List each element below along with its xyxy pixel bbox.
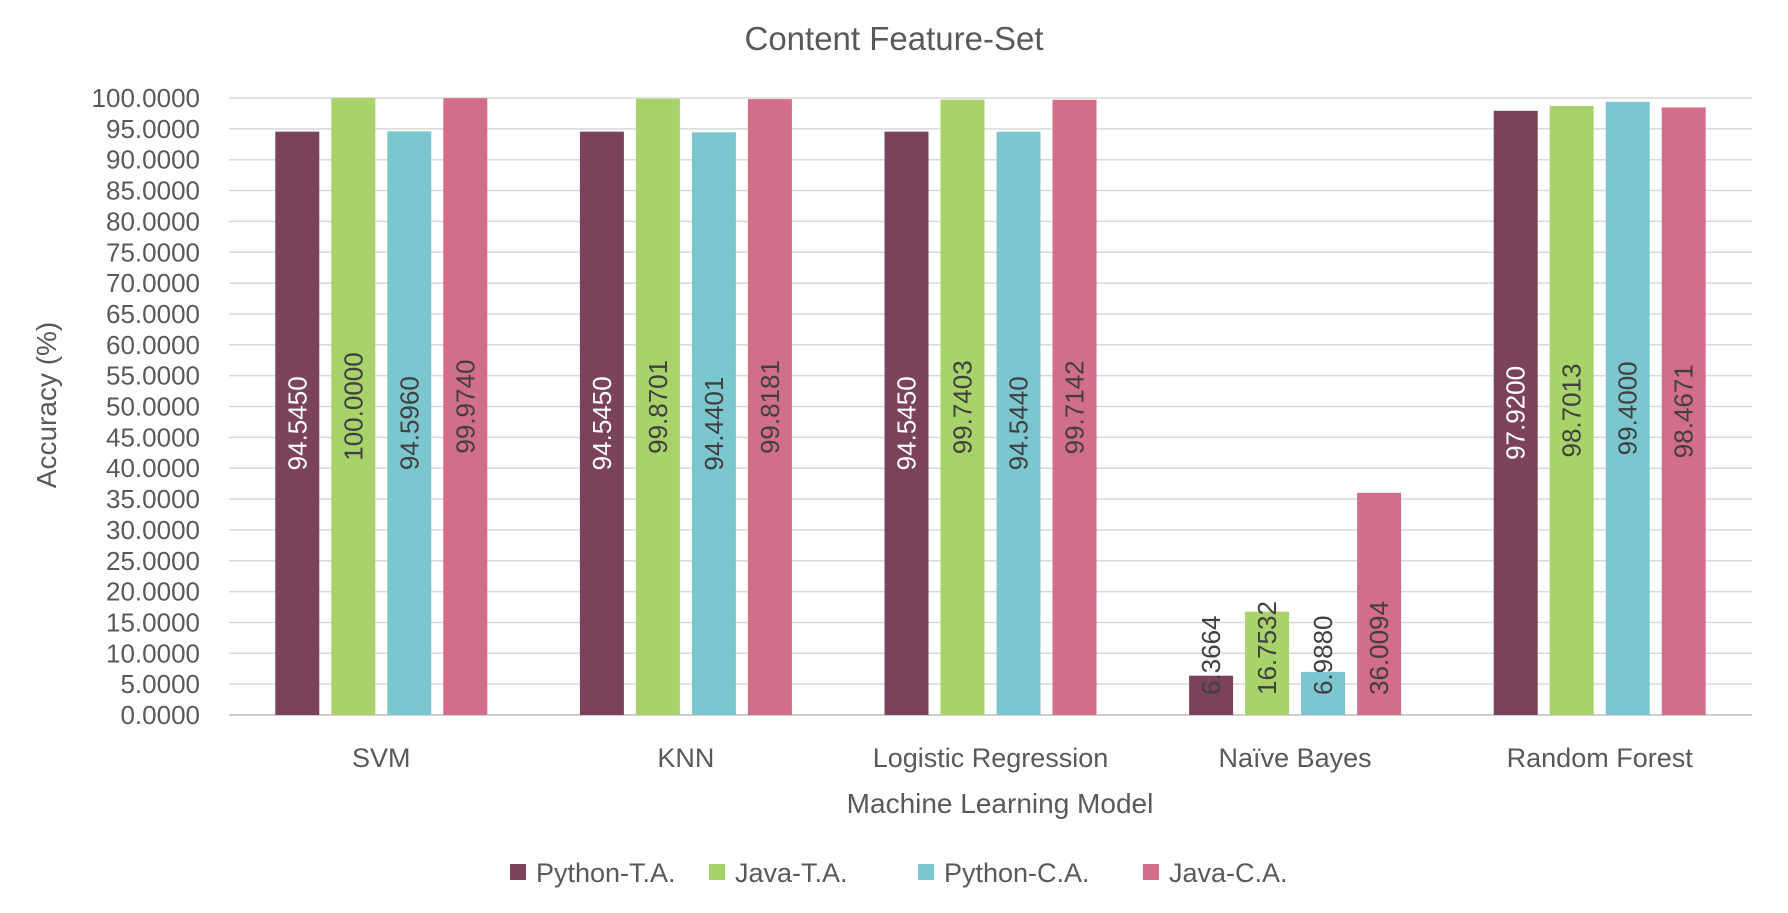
data-label: 94.5440: [1004, 376, 1034, 470]
data-label: 99.7403: [948, 360, 978, 454]
x-category-labels: SVM KNN Logistic Regression Naïve Bayes Rand…: [352, 743, 1693, 773]
data-label: 99.4000: [1613, 361, 1643, 455]
bar: [443, 98, 488, 716]
y-tick-label: 45.0000: [106, 422, 200, 452]
bars-layer: [275, 98, 1706, 716]
legend-swatch: [1143, 864, 1159, 880]
data-label: 94.4401: [699, 377, 729, 471]
data-label: 99.8181: [755, 360, 785, 454]
y-tick-label: 85.0000: [106, 176, 200, 206]
data-label: 99.8701: [643, 360, 673, 454]
data-label: 6.3664: [1196, 615, 1226, 695]
data-label: 100.0000: [338, 352, 368, 460]
y-tick-label: 30.0000: [106, 515, 200, 545]
bar: [940, 99, 985, 715]
bar: [691, 132, 736, 716]
data-label: 98.4671: [1669, 364, 1699, 458]
bar: [579, 131, 624, 715]
data-label: 99.9740: [450, 360, 480, 454]
legend-label: Python-T.A.: [536, 858, 676, 888]
y-tick-label: 100.0000: [92, 83, 200, 113]
x-category-label: Logistic Regression: [873, 743, 1109, 773]
bar: [1549, 106, 1594, 715]
bar: [1605, 101, 1650, 715]
data-label: 94.5450: [892, 376, 922, 470]
legend-label: Java-T.A.: [735, 858, 848, 888]
bar: [1493, 110, 1538, 715]
y-tick-labels: 0.00005.000010.000015.000020.000025.0000…: [92, 83, 200, 730]
y-tick-label: 55.0000: [106, 361, 200, 391]
x-category-label: KNN: [657, 743, 714, 773]
y-tick-label: 80.0000: [106, 206, 200, 236]
y-axis-title: Accuracy (%): [31, 322, 62, 488]
bar: [1189, 675, 1234, 715]
bar: [1661, 107, 1706, 715]
data-label: 6.9880: [1308, 615, 1338, 695]
legend-swatch: [510, 864, 526, 880]
data-label: 36.0094: [1364, 601, 1394, 695]
x-category-label: Naïve Bayes: [1219, 743, 1372, 773]
legend-label: Java-C.A.: [1169, 858, 1288, 888]
legend-swatch: [709, 864, 725, 880]
y-tick-label: 5.0000: [120, 669, 200, 699]
x-axis-title: Machine Learning Model: [847, 788, 1154, 819]
y-tick-label: 75.0000: [106, 237, 200, 267]
y-tick-label: 70.0000: [106, 268, 200, 298]
data-label: 16.7532: [1252, 601, 1282, 695]
y-tick-label: 0.0000: [120, 700, 200, 730]
bar: [1301, 671, 1346, 715]
bar: [1052, 99, 1097, 716]
y-tick-label: 60.0000: [106, 330, 200, 360]
y-tick-label: 25.0000: [106, 546, 200, 576]
data-label: 97.9200: [1501, 366, 1531, 460]
data-labels-layer: 94.5450 100.0000 94.5960 99.9740 94.5450 99.8…: [282, 352, 1698, 695]
data-label: 99.7142: [1060, 360, 1090, 454]
y-tick-label: 65.0000: [106, 299, 200, 329]
data-label: 94.5450: [282, 376, 312, 470]
data-label: 98.7013: [1557, 364, 1587, 458]
bar: [635, 98, 680, 715]
bar: [1357, 492, 1402, 715]
x-category-label: SVM: [352, 743, 411, 773]
chart-title: Content Feature-Set: [745, 20, 1044, 57]
y-tick-label: 15.0000: [106, 607, 200, 637]
y-tick-label: 10.0000: [106, 638, 200, 668]
data-label: 94.5960: [394, 376, 424, 470]
legend: Python-T.A. Java-T.A. Python-C.A. Java-C.A.: [510, 858, 1288, 888]
bar: [387, 131, 432, 716]
legend-label: Python-C.A.: [944, 858, 1090, 888]
y-tick-label: 20.0000: [106, 577, 200, 607]
x-category-label: Random Forest: [1507, 743, 1694, 773]
y-tick-label: 40.0000: [106, 453, 200, 483]
bar: [996, 131, 1041, 715]
bar: [331, 98, 376, 715]
legend-swatch: [918, 864, 934, 880]
bar: [747, 99, 792, 716]
y-tick-label: 90.0000: [106, 145, 200, 175]
y-tick-label: 95.0000: [106, 114, 200, 144]
bar: [884, 131, 929, 715]
y-tick-label: 35.0000: [106, 484, 200, 514]
y-tick-label: 50.0000: [106, 392, 200, 422]
bar: [275, 131, 320, 715]
bar: [1245, 611, 1290, 715]
data-label: 94.5450: [587, 376, 617, 470]
